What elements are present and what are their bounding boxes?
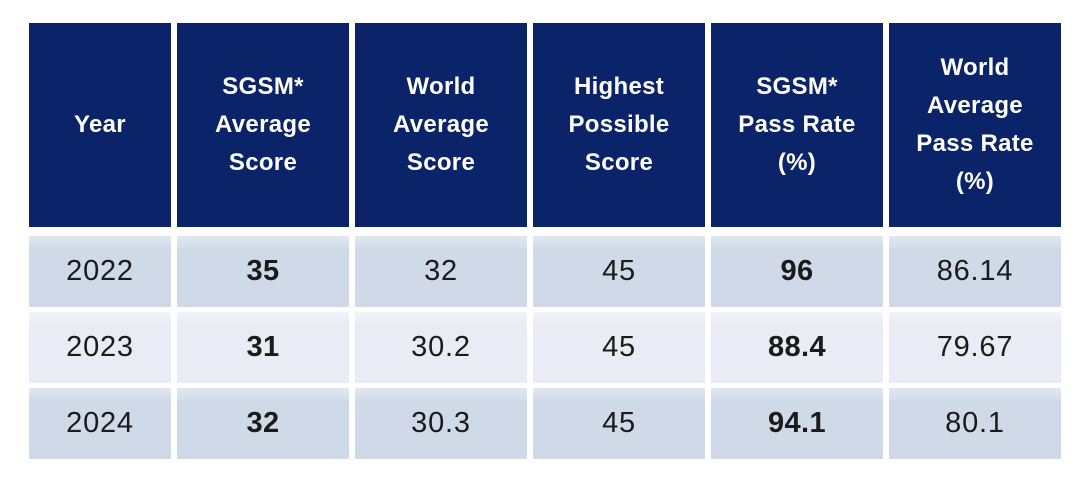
table-row: 2023 31 30.2 45 88.4 79.67	[29, 312, 1061, 383]
cell-sgsm-pass-rate: 96	[711, 236, 883, 307]
header-cell-world-average-pass-rate: World Average Pass Rate (%)	[889, 23, 1061, 227]
cell-highest-possible-score: 45	[533, 236, 705, 307]
cell-year: 2023	[29, 312, 171, 383]
table-header-row: Year SGSM* Average Score World Average Sco…	[29, 23, 1061, 227]
cell-highest-possible-score: 45	[533, 388, 705, 459]
cell-year: 2024	[29, 388, 171, 459]
cell-world-average-pass-rate: 86.14	[889, 236, 1061, 307]
header-cell-highest-possible-score: Highest Possible Score	[533, 23, 705, 227]
cell-world-average-score: 32	[355, 236, 527, 307]
header-cell-sgsm-pass-rate: SGSM* Pass Rate (%)	[711, 23, 883, 227]
cell-highest-possible-score: 45	[533, 312, 705, 383]
table-row: 2024 32 30.3 45 94.1 80.1	[29, 388, 1061, 459]
cell-sgsm-pass-rate: 88.4	[711, 312, 883, 383]
cell-world-average-pass-rate: 80.1	[889, 388, 1061, 459]
cell-sgsm-pass-rate: 94.1	[711, 388, 883, 459]
cell-sgsm-average-score: 32	[177, 388, 349, 459]
cell-world-average-pass-rate: 79.67	[889, 312, 1061, 383]
scores-table: Year SGSM* Average Score World Average Sco…	[29, 23, 1061, 459]
table-row: 2022 35 32 45 96 86.14	[29, 236, 1061, 307]
header-cell-world-average-score: World Average Score	[355, 23, 527, 227]
header-cell-year: Year	[29, 23, 171, 227]
cell-year: 2022	[29, 236, 171, 307]
header-cell-sgsm-average-score: SGSM* Average Score	[177, 23, 349, 227]
cell-sgsm-average-score: 31	[177, 312, 349, 383]
cell-world-average-score: 30.3	[355, 388, 527, 459]
cell-sgsm-average-score: 35	[177, 236, 349, 307]
cell-world-average-score: 30.2	[355, 312, 527, 383]
